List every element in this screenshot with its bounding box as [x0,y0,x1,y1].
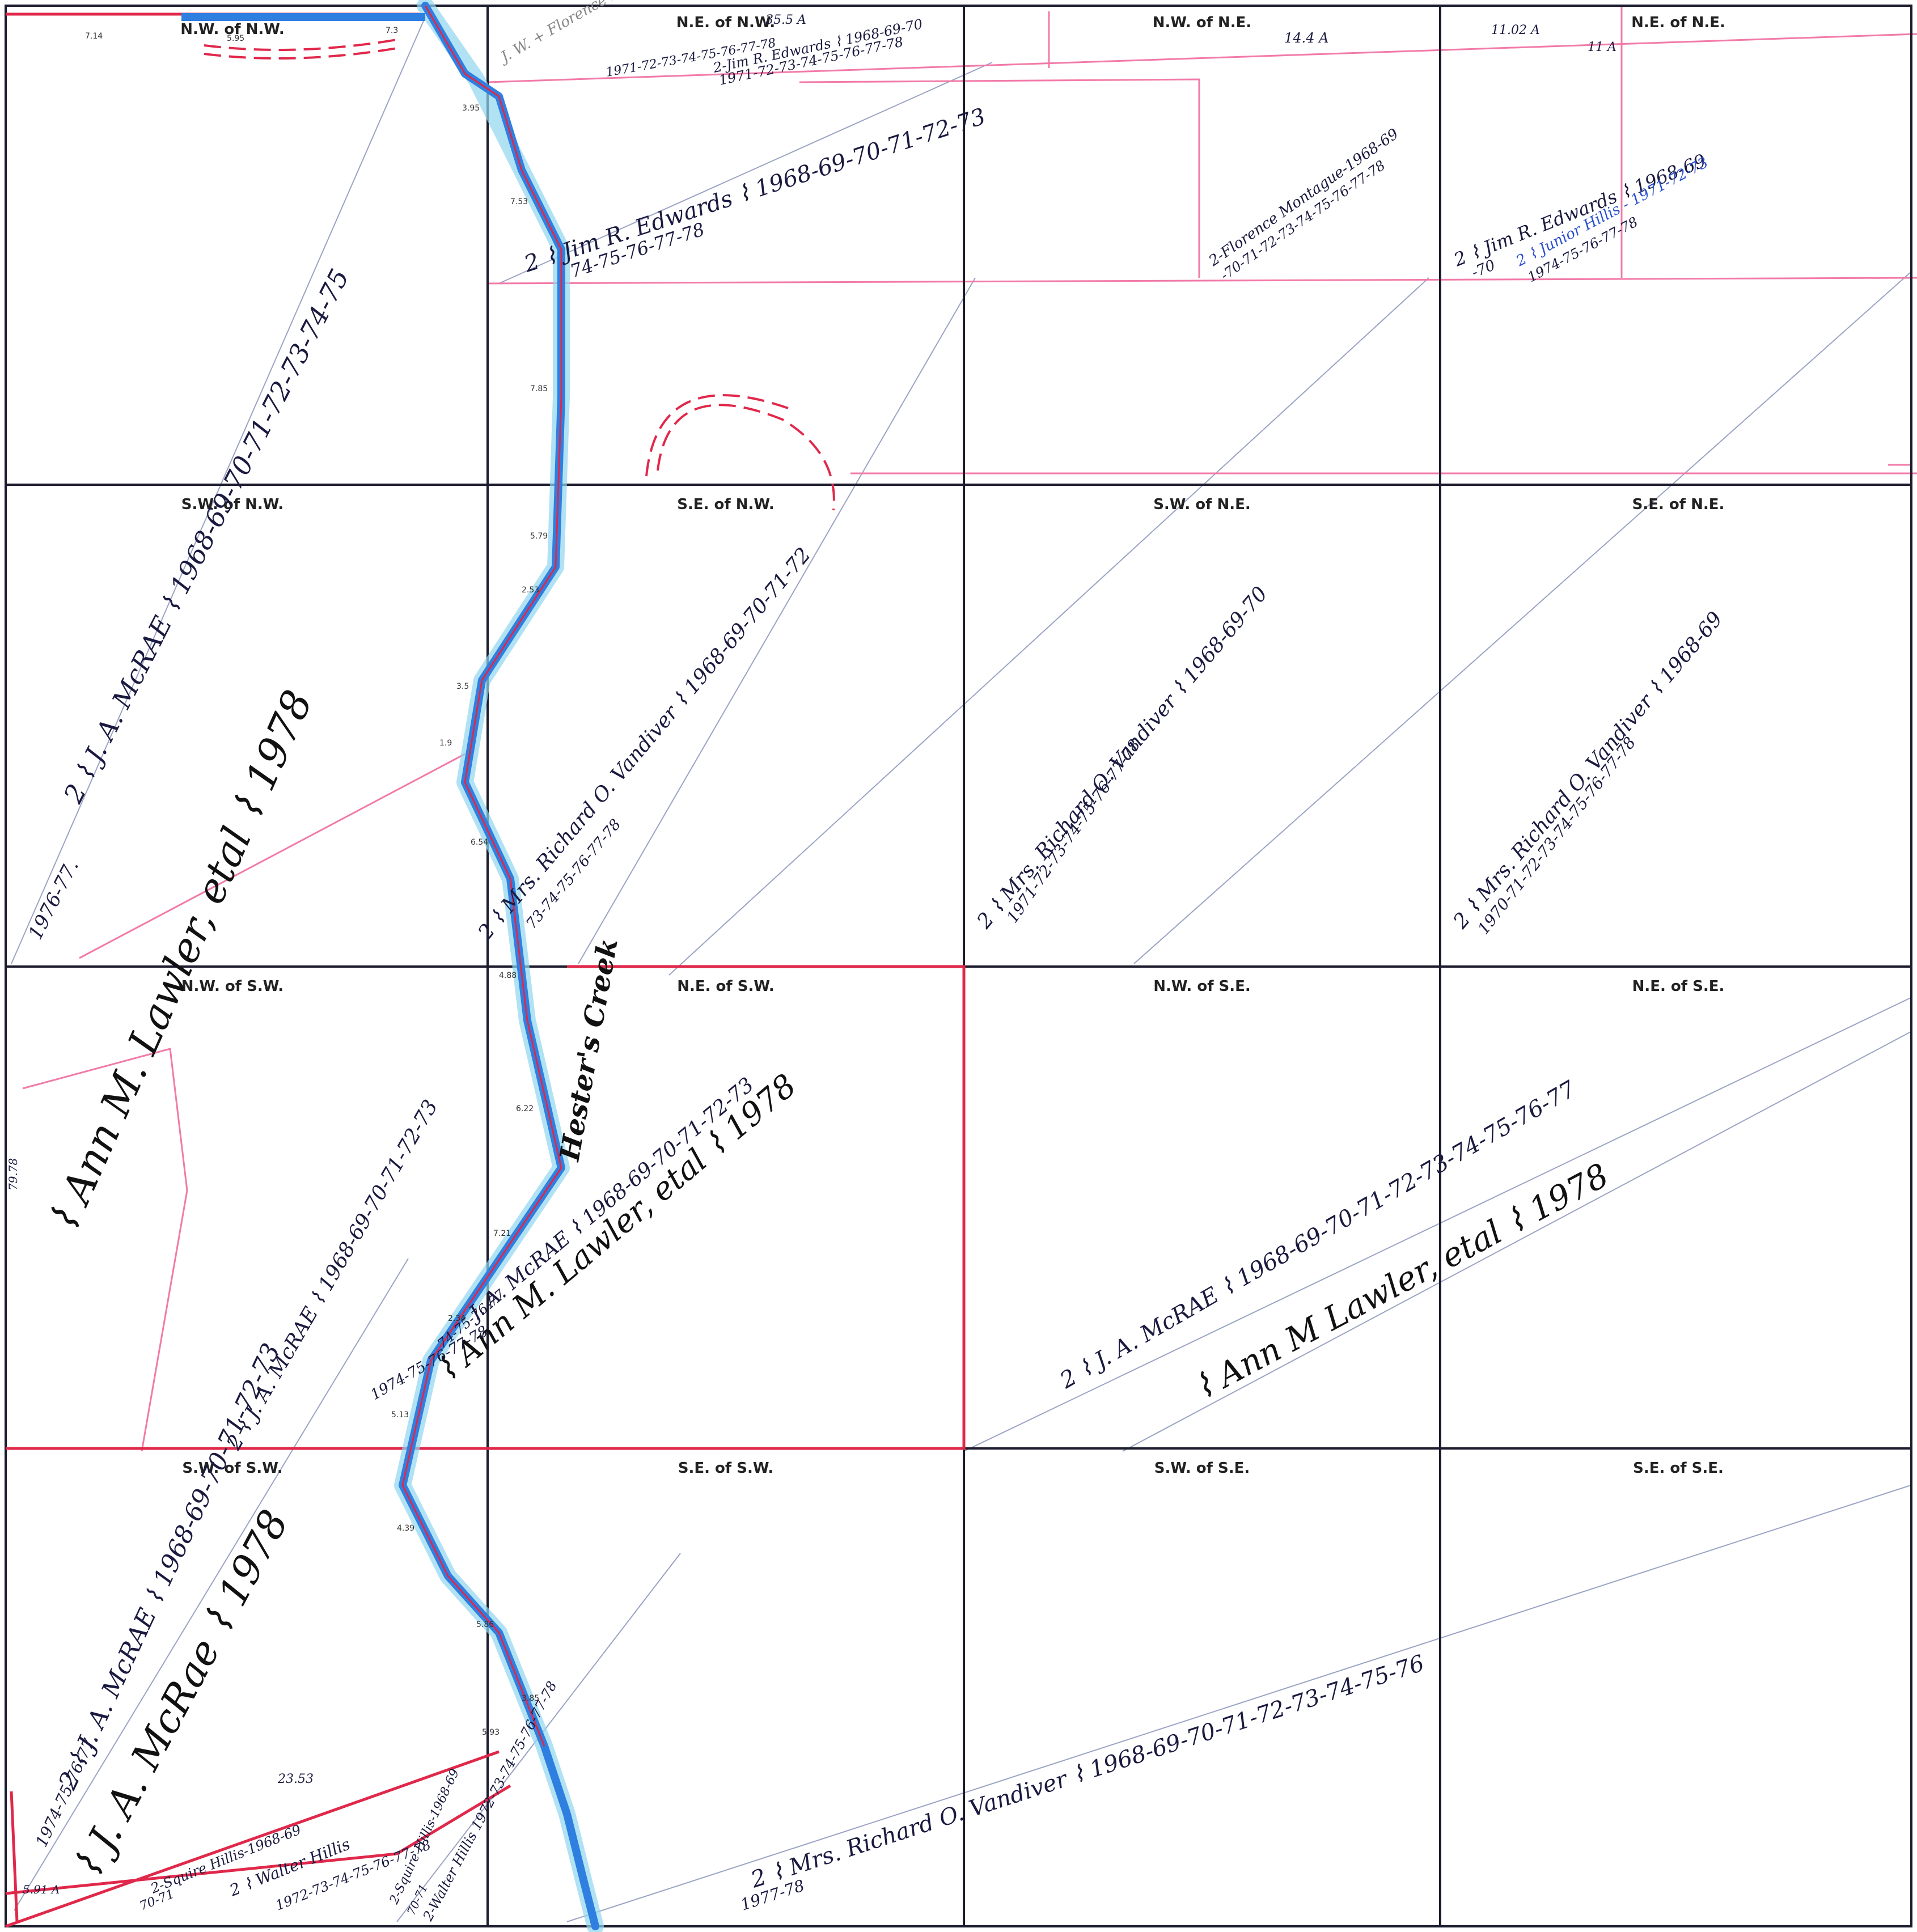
label-se-sw: S.E. of S.W. [678,1460,774,1477]
label-sw-ne: S.W. of N.E. [1153,496,1251,513]
acreage-ne-nw: 35.5 A [765,13,806,27]
label-sw-nw: S.W. of N.W. [181,496,283,513]
segment-length: 7.85 [530,384,548,393]
label-nw-nw: N.W. of N.W. [180,21,284,38]
segment-length: 2.34 [448,1314,466,1323]
label-sw-sw: S.W. of S.W. [182,1460,282,1477]
quarter-labels: N.W. of N.W. N.E. of N.W. N.W. of N.E. N… [180,14,1725,1477]
segment-length: 6.54 [471,838,488,847]
label-se-se: S.E. of S.E. [1633,1460,1724,1477]
creek-segment-lengths: 7.14 5.95 7.3 3.95 7.53 7.85 5.79 2.53 3… [85,26,548,1737]
label-ne-sw: N.E. of S.W. [677,978,775,995]
label-nw-ne: N.W. of N.E. [1153,14,1252,31]
segment-length: 3.5 [456,682,469,691]
label-sw-se: S.W. of S.E. [1154,1460,1250,1477]
segment-length: 5.86 [476,1620,494,1629]
label-nw-sw: N.W. of S.W. [181,978,283,995]
segment-length: 7.21 [493,1229,511,1238]
acreage-bottom-a: 23.53 [277,1772,314,1786]
segment-length: 7.53 [510,197,528,206]
acreage-bottom-b: 5.91 A [23,1883,60,1896]
segment-length: 5.93 [482,1728,500,1737]
acreage-edge-left: 79.78 [6,1158,20,1190]
segment-length: 5.13 [391,1410,409,1420]
acreage-notes: 35.5 A 14.4 A 11.02 A 11 A 23.53 5.91 A … [6,13,1616,1896]
label-se-nw: S.E. of N.W. [677,496,775,513]
acreage-ne-ne-b: 11 A [1588,40,1616,54]
red-dashed-markings [204,39,835,511]
segment-length: 2.53 [522,586,539,595]
label-ne-se: N.E. of S.E. [1632,978,1725,995]
hesters-creek [181,0,604,1932]
label-ne-ne: N.E. of N.E. [1631,14,1725,31]
segment-length: 6.22 [516,1104,534,1113]
segment-length: 3.85 [522,1694,539,1703]
segment-length: 7.14 [85,32,103,41]
acreage-ne-ne-a: 11.02 A [1491,23,1540,37]
red-parcel-boundaries [5,12,966,1928]
label-nw-se: N.W. of S.E. [1153,978,1251,995]
label-se-ne: S.E. of N.E. [1632,496,1725,513]
acreage-nw-ne: 14.4 A [1284,30,1328,46]
segment-length: 4.39 [397,1524,414,1533]
segment-length: 4.88 [499,971,517,980]
pencil-guide-lines [11,16,1911,1922]
segment-length: 5.79 [530,532,548,541]
segment-length: 7.3 [386,26,398,35]
segment-length: 5.95 [227,34,244,43]
segment-length: 3.95 [462,104,480,113]
segment-length: 1.9 [439,739,452,748]
label-ne-nw: N.E. of N.W. [676,14,776,31]
pink-boundary-lines [22,6,1917,1452]
